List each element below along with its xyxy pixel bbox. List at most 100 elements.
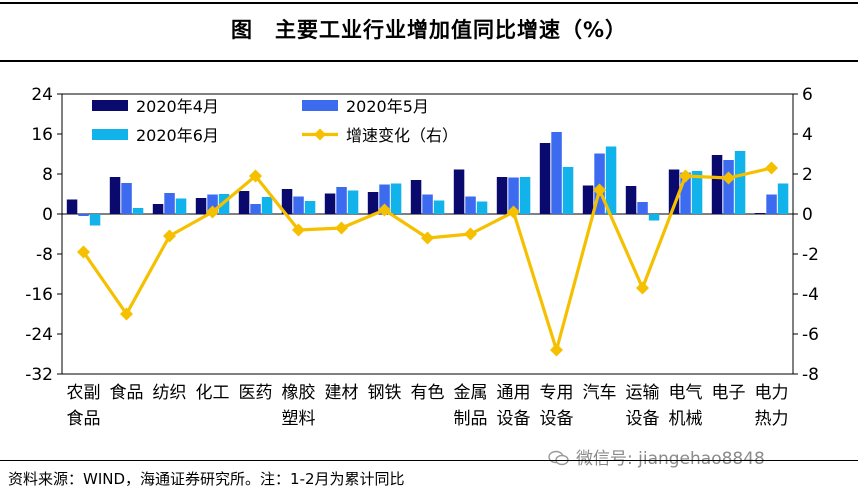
category-label: 化工 <box>196 383 230 403</box>
bar-apr <box>410 180 422 214</box>
left-axis-tick-label: -8 <box>36 245 53 265</box>
bar-jun <box>433 200 445 214</box>
legend-swatch <box>92 100 128 111</box>
bar-apr <box>281 189 293 214</box>
bar-may <box>680 172 691 214</box>
title-bottom-rule <box>0 60 858 62</box>
bar-apr <box>582 185 594 214</box>
change-point <box>507 205 520 219</box>
bar-may <box>336 187 347 214</box>
bar-may <box>293 196 304 214</box>
bar-jun <box>562 167 574 214</box>
category-label: 设备 <box>626 409 660 429</box>
bar-apr <box>625 186 637 214</box>
bar-may <box>637 202 648 214</box>
bar-apr <box>66 199 78 214</box>
source-note: 资料来源：WIND，海通证券研究所。注：1-2月为累计同比 <box>8 470 405 488</box>
bar-jun <box>605 146 617 214</box>
change-point <box>464 227 477 241</box>
bar-may <box>422 194 433 214</box>
left-axis-tick-label: 16 <box>31 125 53 145</box>
right-axis-tick-label: -4 <box>802 285 819 305</box>
plot-frame <box>61 93 794 375</box>
title-top-rule <box>0 2 858 4</box>
bar-jun <box>304 201 316 214</box>
bar-apr <box>109 177 121 214</box>
left-axis-tick-label: -24 <box>25 325 53 345</box>
left-axis-tick-label: -16 <box>25 285 53 305</box>
left-axis-tick-label: 8 <box>42 165 53 185</box>
bar-apr <box>539 143 551 214</box>
bar-may <box>164 193 175 214</box>
bar-apr <box>668 169 680 214</box>
bar-may <box>379 184 390 214</box>
left-axis-tick-label: 0 <box>42 205 53 225</box>
legend-swatch <box>92 129 128 140</box>
bar-may <box>551 132 562 214</box>
category-label: 纺织 <box>153 383 187 403</box>
category-label: 建材 <box>325 383 359 403</box>
left-axis-tick-label: 24 <box>31 85 53 105</box>
left-axis-tick-label: -32 <box>25 365 53 385</box>
bar-may <box>250 204 261 214</box>
legend-marker <box>314 128 326 141</box>
change-point <box>206 205 219 219</box>
change-point <box>335 221 348 235</box>
legend-swatch <box>302 100 338 111</box>
bar-may <box>78 214 89 216</box>
change-point <box>249 169 262 183</box>
right-axis-tick-label: -6 <box>802 325 819 345</box>
bar-jun <box>261 197 273 214</box>
category-label: 农副 <box>67 383 101 403</box>
change-point <box>378 203 391 217</box>
right-axis-tick-label: 2 <box>802 165 813 185</box>
change-point <box>292 223 305 237</box>
right-axis-tick-label: -8 <box>802 365 819 385</box>
category-label: 电气 <box>669 383 703 403</box>
category-label: 金属 <box>454 383 488 403</box>
change-point <box>550 343 563 357</box>
bar-apr <box>453 169 465 214</box>
bar-jun <box>777 183 789 214</box>
category-label: 医药 <box>239 383 273 403</box>
right-axis-tick-label: 6 <box>802 85 813 105</box>
bar-jun <box>691 171 703 214</box>
category-label: 电力 <box>755 383 789 403</box>
change-point <box>163 229 176 243</box>
bar-apr <box>496 177 508 214</box>
right-axis-tick-label: 0 <box>802 205 813 225</box>
category-label: 钢铁 <box>368 383 402 403</box>
category-label: 汽车 <box>583 383 617 403</box>
bar-may <box>723 160 734 214</box>
bar-may <box>465 196 476 214</box>
category-label: 设备 <box>497 409 531 429</box>
watermark: 微信号: jiangehao8848 <box>548 444 765 469</box>
category-label: 机械 <box>669 409 703 429</box>
bar-may <box>766 194 777 214</box>
change-point <box>679 169 692 183</box>
legend-label: 增速变化（右） <box>346 126 458 145</box>
category-label: 橡胶 <box>282 383 316 403</box>
bar-apr <box>195 198 207 214</box>
category-label: 设备 <box>540 409 574 429</box>
change-point <box>120 307 133 321</box>
bar-apr <box>754 213 766 214</box>
bar-jun <box>347 190 359 214</box>
bar-jun <box>648 214 660 221</box>
footer-rule <box>0 460 858 461</box>
legend-label: 2020年5月 <box>346 97 429 116</box>
category-label: 运输 <box>626 383 660 403</box>
bar-jun <box>132 208 144 214</box>
category-label: 食品 <box>67 409 101 429</box>
bar-jun <box>175 198 187 214</box>
bar-apr <box>238 191 250 214</box>
change-point <box>636 281 649 295</box>
chart-title: 图 主要工业行业增加值同比增速（%） <box>230 18 628 42</box>
bar-may <box>508 177 519 214</box>
change-point <box>77 245 90 259</box>
legend-label: 2020年4月 <box>136 97 219 116</box>
chart-svg: 241680-8-16-24-326420-2-4-6-8农副食品食品 纺织 化工医… <box>25 85 819 429</box>
bar-apr <box>324 193 336 214</box>
wechat-icon <box>548 450 570 466</box>
bar-apr <box>152 204 164 214</box>
